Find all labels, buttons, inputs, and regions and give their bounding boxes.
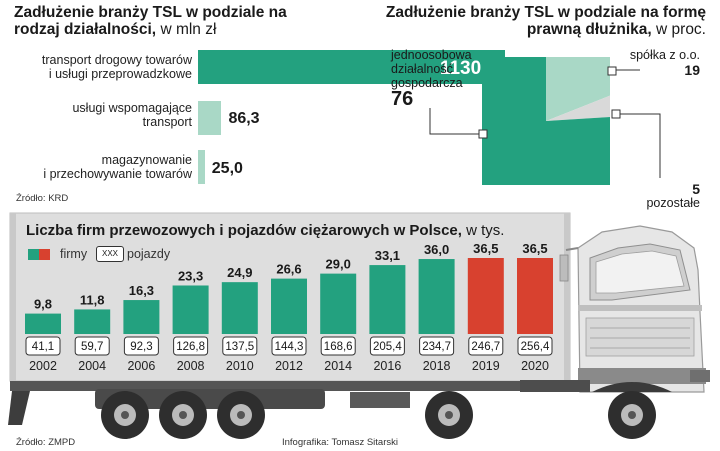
firms-vehicles-title: Liczba firm przewozowych i pojazdów cięż… — [26, 222, 504, 239]
legend-firms-label: firmy — [60, 247, 88, 261]
pie-value-sole-proprietorship: 76 — [391, 88, 414, 110]
pie-value-llc: 19 — [684, 62, 700, 78]
year-tick-label: 2006 — [127, 359, 155, 373]
firms-value-label: 16,3 — [129, 283, 154, 298]
year-tick-label: 2014 — [324, 359, 352, 373]
hbar-value-support: 86,3 — [228, 110, 260, 127]
firms-value-label: 36,5 — [473, 241, 498, 256]
vehicles-value-box — [517, 336, 553, 356]
hbar-value-storage: 25,0 — [211, 160, 243, 177]
truck-cab — [559, 225, 710, 393]
legend-swatch-teal — [28, 249, 39, 260]
vehicles-value-label: 41,1 — [32, 341, 54, 353]
hbar-label-transport: transport drogowy towarów i usługi przep… — [41, 53, 192, 81]
firms-bar — [320, 273, 357, 334]
vehicles-value-label: 92,3 — [130, 341, 152, 353]
year-tick-label: 2019 — [472, 359, 500, 373]
hbar-transport — [198, 50, 505, 84]
vehicles-value-box — [173, 336, 209, 356]
debt-by-legal-form-title-text: Zadłużenie branży TSL w podziale na form… — [385, 4, 706, 38]
vehicles-value-box — [123, 336, 159, 356]
firms-value-label: 33,1 — [375, 248, 400, 263]
debt-by-activity-title: Zadłużenie branży TSL w podziale na rodz… — [14, 4, 334, 38]
firms-value-label: 26,6 — [276, 262, 301, 277]
vehicles-value-label: 144,3 — [275, 341, 304, 353]
firms-value-label: 23,3 — [178, 268, 203, 283]
hbar-support — [198, 101, 222, 135]
vehicles-value-label: 126,8 — [176, 341, 205, 353]
debt-by-legal-form-unit: w proc. — [656, 21, 706, 38]
vehicles-value-label: 246,7 — [471, 341, 500, 353]
source-zmpd: Źródło: ZMPD — [16, 437, 76, 448]
vehicles-value-label: 59,7 — [81, 341, 103, 353]
vehicles-value-box — [320, 336, 356, 356]
year-tick-label: 2012 — [275, 359, 303, 373]
vehicles-value-box — [271, 336, 307, 356]
hbar-label-storage: magazynowanie i przechowywanie towarów — [43, 153, 192, 181]
firms-bar — [74, 309, 111, 334]
firms-value-label: 9,8 — [34, 297, 52, 312]
firms-bar — [25, 313, 61, 334]
year-tick-label: 2010 — [226, 359, 254, 373]
firms-bar — [172, 285, 209, 334]
debt-by-legal-form-title: Zadłużenie branży TSL w podziale na form… — [366, 4, 706, 38]
pie-value-other: 5 — [692, 181, 700, 197]
vehicles-value-box — [468, 336, 504, 356]
firms-bar — [517, 258, 553, 334]
firms-vehicles-title-text: Liczba firm przewozowych i pojazdów cięż… — [26, 222, 462, 239]
firms-bar — [418, 259, 455, 334]
trailer-chassis — [10, 381, 570, 391]
firms-value-label: 24,9 — [227, 265, 252, 280]
pie-label-sole-proprietorship: jednoosobowa działalność gospodarcza 76 — [391, 48, 472, 110]
year-tick-label: 2016 — [373, 359, 401, 373]
trailer-wheels — [101, 391, 265, 439]
firms-bar — [221, 282, 258, 334]
vehicles-value-label: 137,5 — [225, 341, 254, 353]
firms-value-label: 29,0 — [326, 257, 351, 272]
firms-bar — [369, 265, 406, 334]
firms-bar — [467, 258, 504, 334]
vehicles-value-box — [25, 336, 61, 356]
vehicles-value-box — [369, 336, 405, 356]
debt-by-activity-title-text: Zadłużenie branży TSL w podziale na rodz… — [14, 4, 287, 38]
firms-value-label: 36,5 — [522, 241, 547, 256]
firms-value-label: 11,8 — [80, 292, 105, 307]
legend-vehicles-box: XXX — [96, 246, 124, 262]
year-tick-label: 2008 — [177, 359, 205, 373]
legend-swatch-red — [39, 249, 50, 260]
vehicles-value-label: 168,6 — [324, 341, 353, 353]
hbar-storage — [198, 150, 205, 184]
infographic-credit: Infografika: Tomasz Sitarski — [282, 437, 398, 448]
vehicles-value-label: 205,4 — [373, 341, 402, 353]
vehicles-value-box — [74, 336, 110, 356]
legend-vehicles-label: pojazdy — [127, 247, 171, 261]
vehicles-value-label: 256,4 — [521, 341, 550, 353]
hbar-label-support: usługi wspomagające transport — [72, 101, 192, 129]
year-tick-label: 2004 — [78, 359, 106, 373]
year-tick-label: 2018 — [423, 359, 451, 373]
firms-value-label: 36,0 — [424, 242, 449, 257]
year-tick-label: 2002 — [29, 359, 57, 373]
firms-bar — [271, 278, 307, 334]
firms-vehicles-unit: w tys. — [466, 222, 505, 239]
vehicles-value-box — [419, 336, 455, 356]
vehicles-value-box — [222, 336, 258, 356]
debt-by-activity-unit: w mln zł — [160, 21, 217, 38]
firms-bar — [123, 300, 160, 334]
source-krd: Źródło: KRD — [16, 193, 69, 204]
cab-wheels — [425, 391, 656, 439]
year-tick-label: 2020 — [521, 359, 549, 373]
pie-label-llc: spółka z o.o. 19 — [629, 48, 700, 78]
vehicles-value-label: 234,7 — [422, 341, 451, 353]
pie-label-other: 5 pozostałe — [646, 181, 700, 210]
